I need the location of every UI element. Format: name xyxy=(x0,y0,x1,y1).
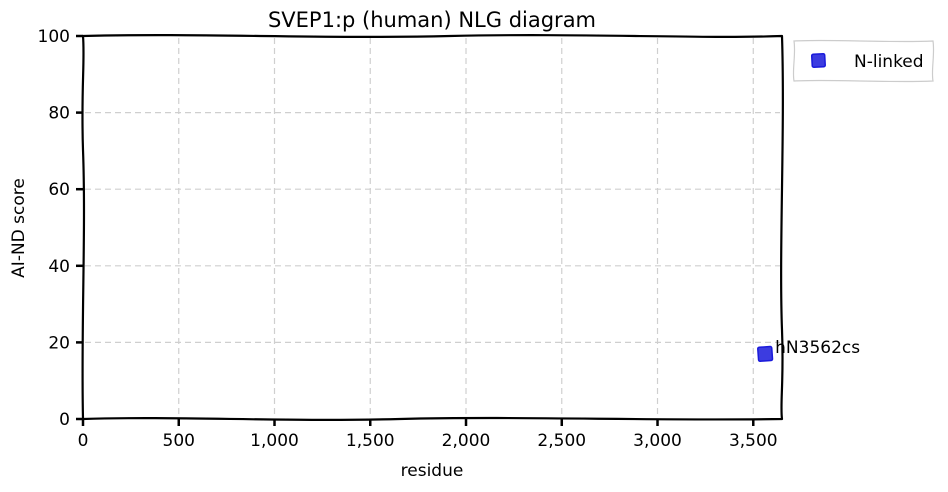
y-tick-label: 0 xyxy=(59,410,70,430)
x-tick-label: 3,000 xyxy=(633,431,682,451)
y-tick-label: 20 xyxy=(48,333,70,353)
x-tick-label: 1,500 xyxy=(346,431,395,451)
y-tick-label: 60 xyxy=(48,180,70,200)
axis-ticks: 0 500 1,000 1,500 2,000 2,500 3,000 3,500 0 20 40 6… xyxy=(38,27,778,451)
x-tick-label: 2,500 xyxy=(537,431,586,451)
legend: N-linked xyxy=(792,39,935,83)
point-annotation: hN3562cs xyxy=(775,338,860,358)
x-axis-label: residue xyxy=(401,461,464,481)
x-tick-label: 1,000 xyxy=(250,431,299,451)
legend-label: N-linked xyxy=(854,52,924,72)
y-tick-label: 40 xyxy=(48,257,70,277)
x-tick-label: 500 xyxy=(163,431,195,451)
grid xyxy=(85,38,780,417)
data-point xyxy=(757,345,774,363)
x-tick-label: 0 xyxy=(78,431,89,451)
x-tick-label: 3,500 xyxy=(729,431,778,451)
plot-frame xyxy=(81,34,784,421)
legend-box xyxy=(792,39,935,83)
x-tick-label: 2,000 xyxy=(442,431,491,451)
chart-title: SVEP1:p (human) NLG diagram xyxy=(268,8,596,32)
legend-marker xyxy=(810,52,826,68)
data-points: hN3562cs xyxy=(757,338,860,363)
y-tick-label: 100 xyxy=(38,27,70,47)
y-tick-label: 80 xyxy=(48,104,70,124)
y-axis-label: AI-ND score xyxy=(9,178,29,278)
